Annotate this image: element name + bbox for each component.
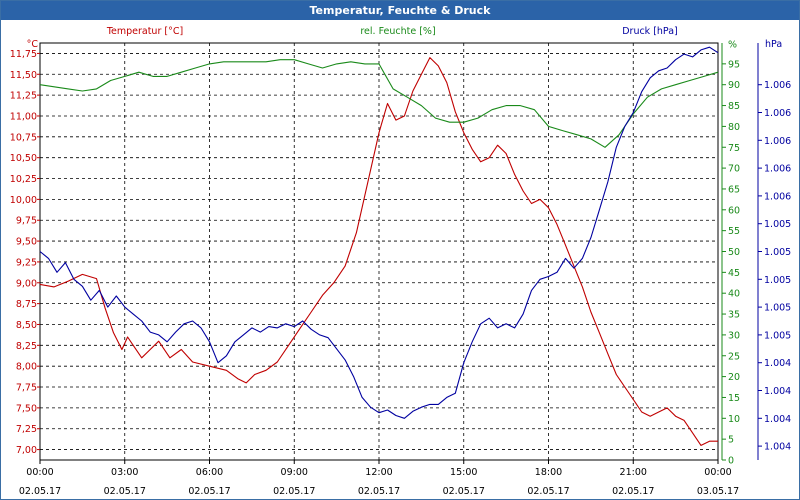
x-tick-label-time: 00:00	[704, 467, 731, 478]
humidity-tick-label: 15	[728, 393, 740, 404]
temperature-tick-label: 11,25	[10, 91, 37, 102]
humidity-tick-label: 50	[728, 247, 740, 258]
temperature-tick-label: 11,00	[10, 111, 37, 122]
temperature-axis: 7,00 7,25 7,50 7,75 8,00 8,25 8,50 8,75 9,00 9,25…	[10, 49, 40, 456]
temperature-tick-label: 11,50	[10, 70, 37, 81]
series-group	[39, 46, 719, 446]
humidity-tick-label: 75	[728, 143, 740, 154]
x-tick-label-time: 00:00	[26, 467, 53, 478]
temperature-tick-label: 7,50	[16, 403, 37, 414]
x-tick-label-time: 15:00	[450, 467, 477, 478]
x-tick-label-time: 03:00	[111, 467, 138, 478]
humidity-tick-label: 85	[728, 101, 740, 112]
temperature-tick-label: 10,25	[10, 174, 37, 185]
temperature-line	[39, 57, 718, 446]
temperature-tick-label: 8,25	[16, 341, 37, 352]
humidity-tick-label: 95	[728, 59, 740, 70]
time-axis: 00:00 02.05.17 03:00 02.05.17 06:00 02.05.17 0…	[19, 460, 739, 497]
grid-lines	[40, 43, 718, 460]
x-tick-label-date: 03.05.17	[697, 486, 739, 497]
temperature-tick-label: 11,75	[10, 49, 37, 60]
pressure-line	[39, 46, 719, 419]
x-tick-label-date: 02.05.17	[612, 486, 654, 497]
humidity-axis-label: rel. Feuchte [%]	[360, 26, 435, 37]
pressure-tick-label: 1.006	[764, 164, 791, 175]
x-tick-label-date: 02.05.17	[443, 486, 485, 497]
pressure-tick-label: 1.005	[764, 303, 791, 314]
x-tick-label-time: 09:00	[281, 467, 308, 478]
humidity-tick-label: 60	[728, 205, 740, 216]
pressure-tick-label: 1.006	[764, 108, 791, 119]
x-tick-label-date: 02.05.17	[273, 486, 315, 497]
temperature-tick-label: 10,75	[10, 132, 37, 143]
pressure-tick-label: 1.005	[764, 219, 791, 230]
humidity-unit-tick: %	[728, 40, 737, 51]
x-tick-label-time: 12:00	[365, 467, 392, 478]
pressure-tick-label: 1.005	[764, 330, 791, 341]
temperature-tick-label: 9,00	[16, 278, 37, 289]
x-tick-label-time: 21:00	[620, 467, 647, 478]
temperature-tick-label: 9,75	[16, 216, 37, 227]
x-tick-label-date: 02.05.17	[19, 486, 61, 497]
temperature-tick-label: 9,50	[16, 237, 37, 248]
pressure-tick-label: 1.006	[764, 80, 791, 91]
temperature-tick-label: 10,50	[10, 153, 37, 164]
x-tick-label-date: 02.05.17	[358, 486, 400, 497]
temperature-tick-label: 8,00	[16, 362, 37, 373]
humidity-tick-label: 20	[728, 372, 740, 383]
temperature-tick-label: 7,75	[16, 383, 37, 394]
humidity-tick-label: 40	[728, 289, 740, 300]
x-tick-label-date: 02.05.17	[527, 486, 569, 497]
temperature-tick-label: 9,25	[16, 257, 37, 268]
humidity-tick-label: 70	[728, 164, 740, 175]
pressure-axis-label: Druck [hPa]	[622, 26, 678, 37]
humidity-tick-label: 80	[728, 122, 740, 133]
humidity-axis: 0 5 10 15 20 25 30 35 40 45 50 55 60 65 70 75 80 85 90 95%	[721, 40, 740, 467]
temperature-tick-label: 8,50	[16, 320, 37, 331]
humidity-tick-label: 30	[728, 330, 740, 341]
humidity-tick-label: 55	[728, 226, 740, 237]
humidity-tick-label: 10	[728, 414, 740, 425]
pressure-tick-label: 1.005	[764, 275, 791, 286]
pressure-tick-label: 1.005	[764, 247, 791, 258]
pressure-tick-label: 1.004	[764, 358, 791, 369]
pressure-unit-label: hPa	[765, 39, 782, 50]
temperature-axis-label: Temperatur [°C]	[106, 26, 183, 37]
temperature-tick-label: 8,75	[16, 299, 37, 310]
x-tick-label-date: 02.05.17	[104, 486, 146, 497]
pressure-axis: 1.004 1.004 1.004 1.004 1.005 1.005 1.005 1.005…	[757, 43, 791, 460]
temperature-unit-label: °C	[27, 39, 39, 50]
humidity-tick-label: 35	[728, 310, 740, 321]
humidity-line	[39, 59, 719, 148]
x-tick-label-time: 06:00	[196, 467, 223, 478]
humidity-tick-label: 65	[728, 184, 740, 195]
x-tick-label-date: 02.05.17	[188, 486, 230, 497]
pressure-tick-label: 1.006	[764, 191, 791, 202]
humidity-tick-label: 5	[728, 435, 734, 446]
humidity-tick-label: 25	[728, 351, 740, 362]
temperature-tick-label: 7,25	[16, 424, 37, 435]
humidity-tick-label: 90	[728, 80, 740, 91]
pressure-tick-label: 1.006	[764, 136, 791, 147]
pressure-tick-label: 1.004	[764, 386, 791, 397]
x-tick-label-time: 18:00	[535, 467, 562, 478]
chart-title: Temperatur, Feuchte & Druck	[1, 1, 799, 20]
humidity-tick-label: 0	[728, 456, 734, 467]
humidity-tick-label: 45	[728, 268, 740, 279]
pressure-tick-label: 1.004	[764, 414, 791, 425]
temperature-tick-label: 7,00	[16, 445, 37, 456]
temperature-tick-label: 10,00	[10, 195, 37, 206]
pressure-tick-label: 1.004	[764, 442, 791, 453]
